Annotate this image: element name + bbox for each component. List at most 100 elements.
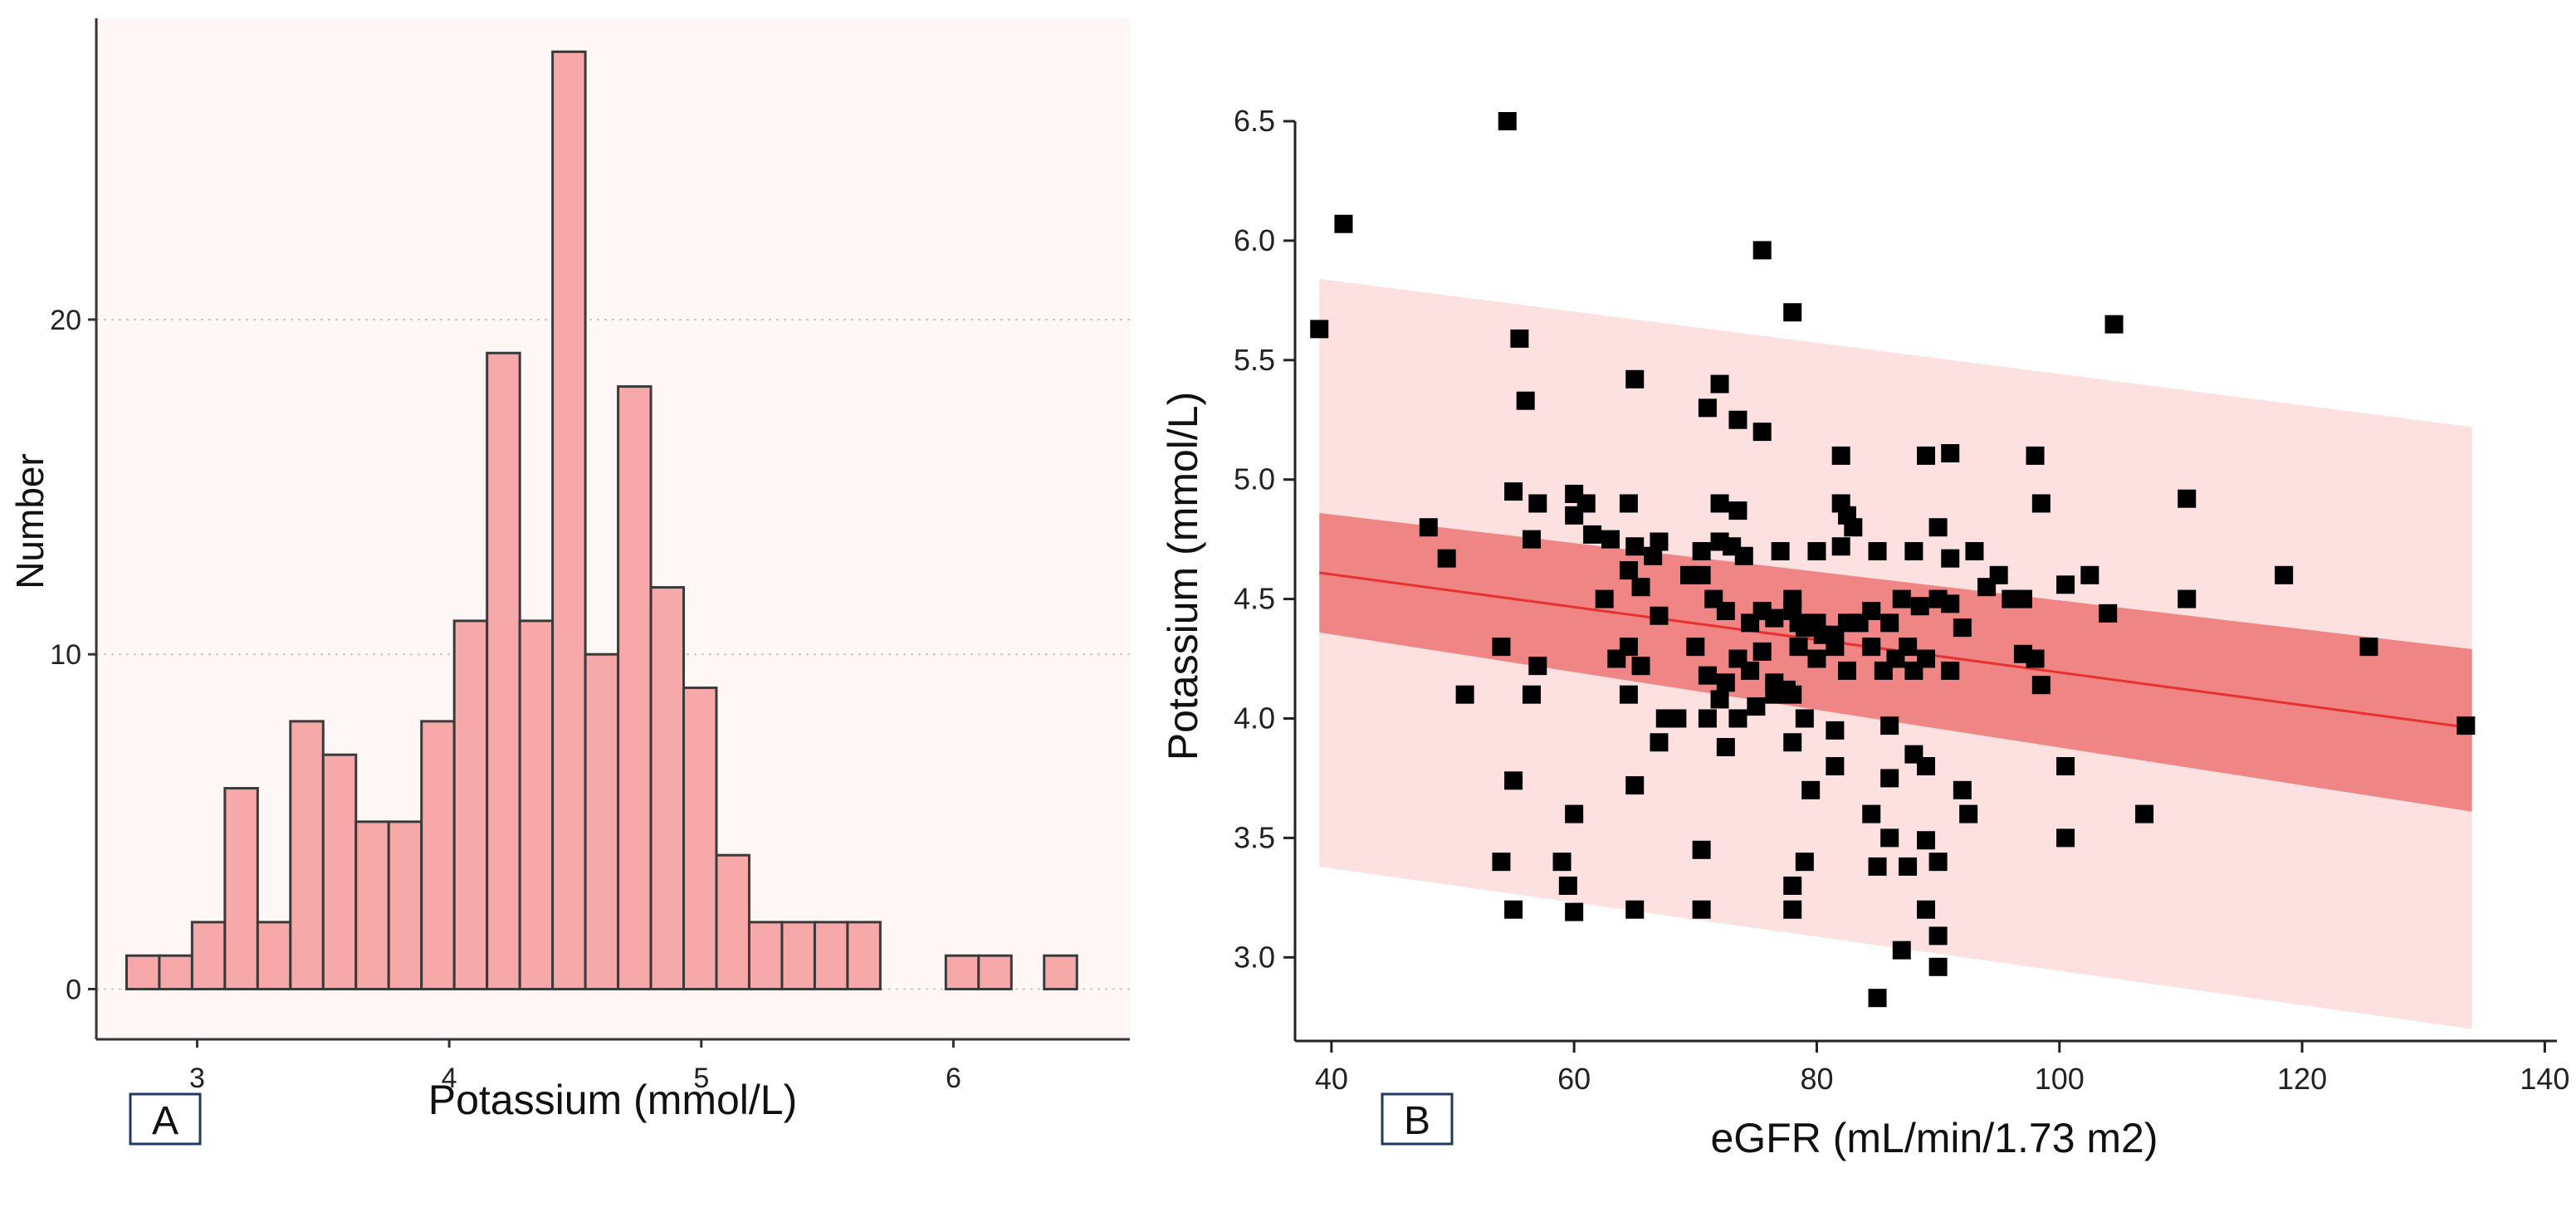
panel-b-point [1716,738,1735,757]
panel-b-point [2359,638,2378,657]
panel-b-point [2031,676,2051,695]
panel-b-point [1752,642,1772,661]
panel-b-point [1552,853,1572,872]
panel-b-point [1710,374,1729,393]
panel-b-point [1783,733,1802,752]
panel-a-bar [715,853,750,991]
panel-a-bar [387,820,423,991]
panel-b-point [1752,423,1772,442]
panel-b-point [1492,638,1511,657]
panel-b-point [2056,828,2075,848]
panel-b-point [1941,594,1960,613]
panel-b-point [1783,876,1802,895]
panel-b-point [1892,589,1911,608]
panel-b-point [1650,733,1669,752]
panel-b-label-box [1381,1092,1454,1146]
panel-b-point [1977,578,1997,597]
panel-a-bar [190,921,227,991]
panel-b-point [1625,537,1645,556]
panel-b-point [1771,542,1790,561]
panel-b-point [1862,804,1881,823]
panel-b-point [1716,673,1735,692]
panel-b-point [1516,391,1535,410]
panel-a-y-ticks: 0 10 20 [50,305,96,1006]
panel-a-bar [617,385,653,991]
panel-b-point [1595,589,1614,608]
panel-b-point [1826,757,1845,776]
panel-b-x-tick-label: 60 [1557,1062,1591,1096]
panel-a-bar [813,921,849,991]
panel-b-point [1625,776,1645,795]
panel-b-point [1941,661,1960,680]
panel-b-point [1880,613,1899,633]
panel-b-point [1650,606,1669,625]
panel-b-point [2056,575,2075,594]
panel-b-point [2026,446,2045,465]
panel-b-point [1492,853,1511,872]
panel-b-point [1838,661,1856,680]
panel-b-point [1807,649,1826,668]
panel-b-point [1437,549,1456,568]
panel-a-bar [289,720,325,991]
panel-b-x-tick-label: 120 [2277,1062,2327,1096]
panel-b-point [1959,804,1978,823]
panel-b-point [1826,721,1845,740]
panel-b-point [1941,444,1960,463]
panel-b-point [1892,941,1911,960]
panel-b-point [1868,989,1887,1008]
panel-b-point [1826,638,1845,657]
panel-b-scatter: 40 60 80 100 120 140 3.0 3.5 4.0 4.5 5.0 5.5 6.0 6.5… [1160,104,2569,1161]
panel-b-point [2178,489,2197,508]
panel-b-point [1831,446,1850,465]
panel-b-point [1698,709,1717,728]
panel-b-point [1498,112,1517,130]
panel-b-point [1910,597,1929,616]
panel-b-point [1899,857,1918,876]
panel-a-x-tick-label: 3 [189,1063,205,1094]
panel-b-point [2275,565,2294,584]
panel-a-bar [944,954,980,991]
panel-b-point [1601,530,1620,549]
panel-a-bar [649,586,686,991]
panel-b-point [2099,604,2118,623]
panel-b-y-tick-label: 3.0 [1234,940,1275,974]
panel-b-point [1455,685,1474,704]
panel-b-point [1728,709,1747,728]
panel-a-bar [223,787,259,991]
panel-b-x-ticks: 40 60 80 100 120 140 [1315,1041,2569,1096]
panel-b-point [1953,780,1972,799]
panel-a-bar [158,954,193,991]
panel-b-point [1789,638,1808,657]
panel-b-points [1310,112,2476,1008]
panel-b-point [1928,518,1948,537]
panel-b-point [1419,518,1438,537]
panel-a-bar [321,753,358,991]
panel-b-point [1917,446,1935,465]
panel-b-point [1880,716,1899,735]
panel-b-point [1783,900,1802,919]
panel-b-point [1692,542,1711,561]
panel-b-point [1692,840,1711,859]
panel-b-point [1650,532,1669,551]
panel-b-point [1965,542,1984,561]
panel-b-label: B [1404,1099,1430,1143]
panel-b-point [1917,649,1935,668]
panel-a-x-tick-label: 4 [442,1063,457,1094]
panel-b-point [1831,537,1850,556]
panel-b-x-tick-label: 140 [2520,1062,2569,1096]
panel-b-point [1862,601,1881,620]
panel-b-point [1686,638,1705,657]
panel-b-point [1631,657,1650,676]
panel-b-point [1941,549,1960,568]
panel-a-histogram: 3 4 5 6 0 10 20 Potassium (mmol/L) Number A [8,18,1130,1146]
panel-b-point [1928,957,1948,976]
panel-b-x-axis-title: eGFR (mL/min/1.73 m2) [1710,1115,2158,1161]
panel-b-point [1631,578,1650,597]
panel-b-y-tick-label: 5.0 [1234,462,1275,496]
panel-a-bar [780,921,816,991]
panel-b-point [1765,608,1784,628]
panel-b-y-tick-label: 6.5 [1234,104,1275,138]
panel-b-point [1698,666,1717,685]
panel-b-point [1710,690,1729,709]
